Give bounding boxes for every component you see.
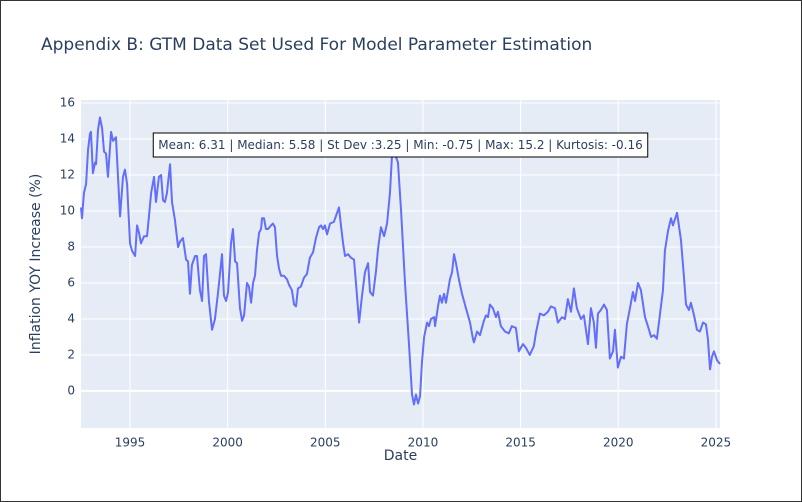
y-axis-label: Inflation YOY Increase (%) [28,174,44,355]
y-tick-label: 16 [60,96,75,110]
y-tick-label: 6 [67,275,75,289]
y-tick-label: 2 [67,347,75,361]
x-axis-label: Date [384,448,417,464]
x-tick-label: 2020 [603,436,634,450]
y-tick-label: 12 [60,168,75,182]
y-tick-label: 4 [67,311,75,325]
chart-title: Appendix B: GTM Data Set Used For Model … [41,35,592,55]
y-tick-label: 0 [67,383,75,397]
y-tick-label: 10 [60,204,75,218]
x-tick-label: 2015 [505,436,536,450]
y-tick-label: 14 [60,132,75,146]
x-tick-label: 2000 [212,436,243,450]
annotation-box [152,132,649,158]
x-tick-label: 2010 [408,436,439,450]
y-tick-label: 8 [67,239,75,253]
annotation: Mean: 6.31 | Median: 5.58 | St Dev :3.25… [158,138,642,152]
x-tick-label: 1995 [115,436,146,450]
x-tick-label: 2005 [310,436,341,450]
x-tick-label: 2025 [701,436,732,450]
data-line [80,116,721,406]
